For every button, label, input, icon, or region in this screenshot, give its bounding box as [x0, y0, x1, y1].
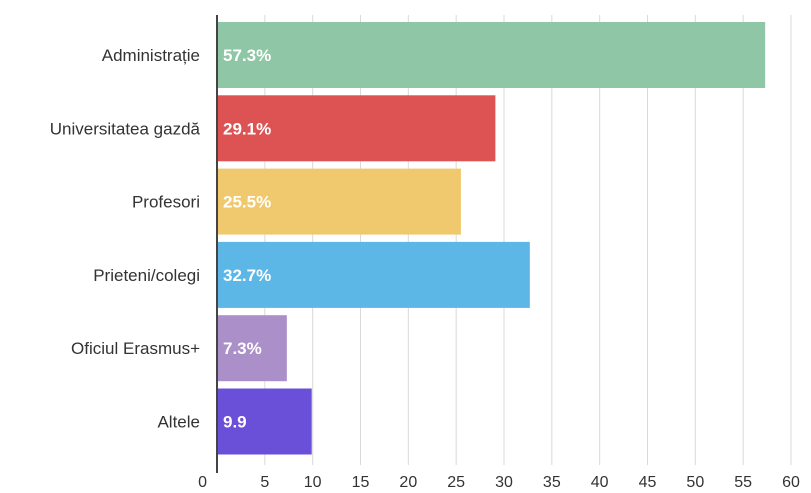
data-label-0: 57.3% — [223, 46, 271, 65]
bars — [217, 22, 766, 455]
x-tick-label-30: 30 — [495, 474, 513, 491]
x-tick-label-25: 25 — [447, 474, 465, 491]
x-tick-label-50: 50 — [686, 474, 704, 491]
x-tick-label-20: 20 — [399, 474, 417, 491]
category-labels: Administrație Universitatea gazdă Profesor… — [50, 46, 201, 432]
bar-3 — [217, 241, 530, 308]
x-tick-label-60: 60 — [782, 474, 800, 491]
data-label-4: 7.3% — [223, 339, 262, 358]
x-tick-labels: 0 5 10 15 20 25 30 35 40 45 50 55 60 — [198, 474, 800, 491]
grid-lines — [264, 15, 792, 465]
bar-4 — [217, 315, 287, 382]
x-tick-label-0: 0 — [198, 474, 207, 491]
category-label-5: Altele — [157, 413, 200, 432]
x-tick-label-5: 5 — [260, 474, 269, 491]
data-label-1: 29.1% — [223, 119, 271, 138]
bar-0 — [217, 22, 766, 88]
bar-5 — [217, 388, 312, 455]
x-tick-label-35: 35 — [543, 474, 561, 491]
bar-2 — [217, 168, 461, 235]
category-label-3: Prieteni/colegi — [93, 266, 200, 285]
category-label-4: Oficiul Erasmus+ — [71, 339, 200, 358]
data-labels: 57.3% 29.1% 25.5% 32.7% 7.3% 9.9 — [223, 46, 271, 432]
data-label-3: 32.7% — [223, 266, 271, 285]
category-label-1: Universitatea gazdă — [50, 119, 201, 138]
x-tick-label-10: 10 — [304, 474, 322, 491]
category-label-0: Administrație — [102, 46, 200, 65]
x-tick-label-45: 45 — [639, 474, 657, 491]
category-label-2: Profesori — [132, 193, 200, 212]
x-tick-label-40: 40 — [591, 474, 609, 491]
x-tick-label-15: 15 — [352, 474, 370, 491]
data-label-5: 9.9 — [223, 413, 247, 432]
bar-1 — [217, 95, 496, 162]
data-label-2: 25.5% — [223, 193, 271, 212]
x-tick-label-55: 55 — [734, 474, 752, 491]
